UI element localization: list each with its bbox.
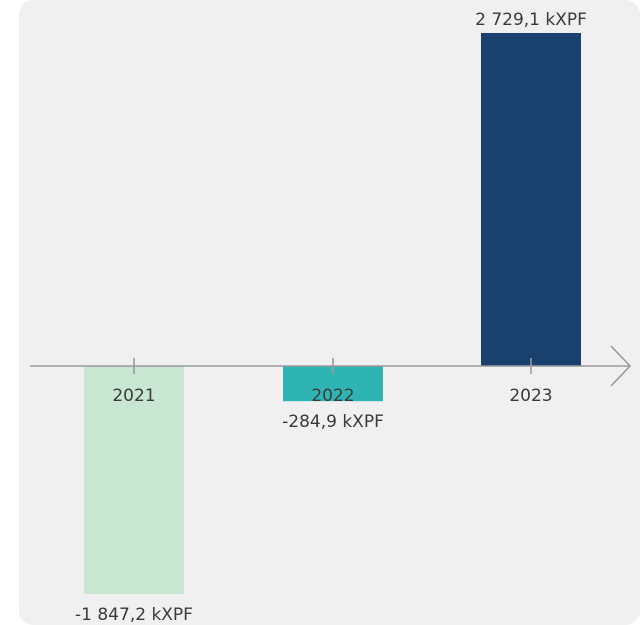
value-labels: -1 847,2 kXPF -284,9 kXPF 2 729,1 kXPF bbox=[75, 10, 587, 625]
bar-2023 bbox=[481, 33, 581, 366]
bars-group bbox=[84, 33, 581, 594]
data-label-2022: -284,9 kXPF bbox=[282, 412, 384, 432]
category-labels: 2021 2022 2023 bbox=[112, 386, 552, 406]
x-axis bbox=[30, 345, 632, 387]
data-label-2021: -1 847,2 kXPF bbox=[75, 605, 193, 625]
x-axis-ticks bbox=[133, 358, 532, 374]
data-label-2023: 2 729,1 kXPF bbox=[475, 10, 587, 30]
bar-2021 bbox=[84, 366, 184, 594]
x-axis-arrow-icon bbox=[610, 345, 632, 387]
x-tick-label-2023: 2023 bbox=[509, 386, 552, 406]
x-tick-label-2021: 2021 bbox=[112, 386, 155, 406]
x-tick-label-2022: 2022 bbox=[311, 386, 354, 406]
